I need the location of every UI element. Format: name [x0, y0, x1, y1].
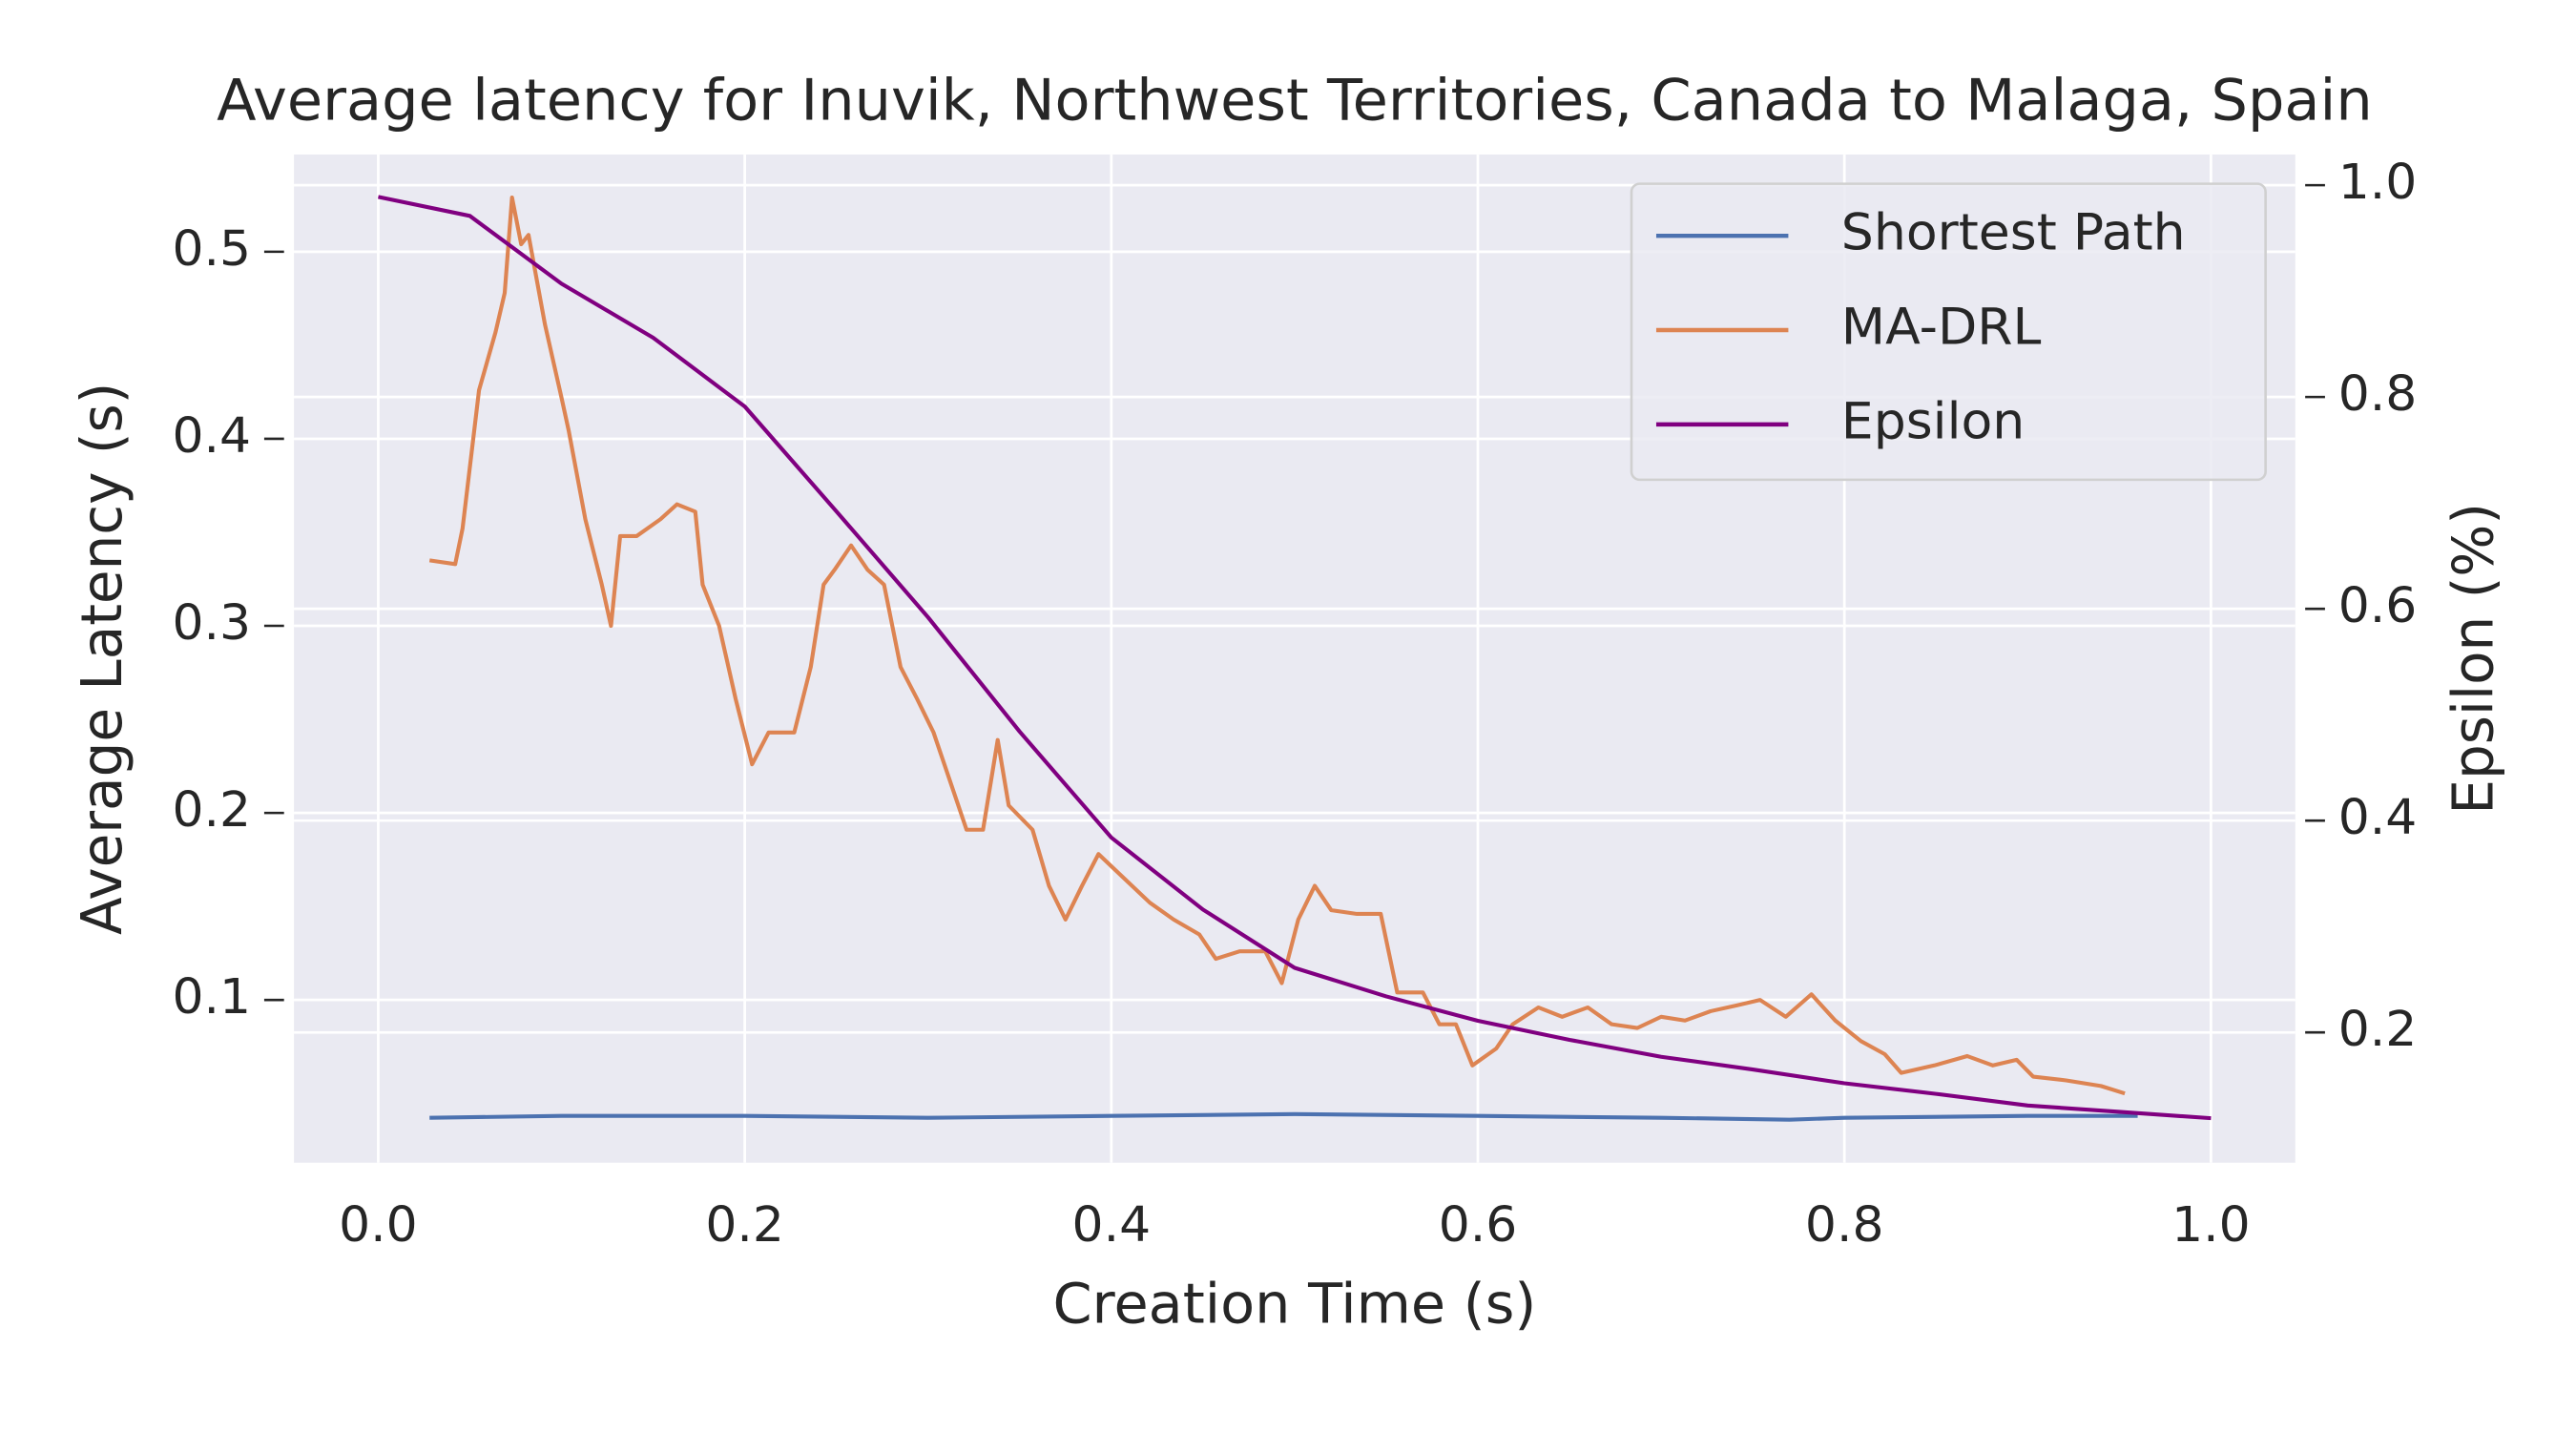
legend-label: MA-DRL — [1841, 298, 2042, 357]
y2-tick-label: 0.4 — [2338, 789, 2418, 846]
y2-axis-label: Epsilon (%) — [2441, 503, 2506, 815]
x-tick-label: 0.2 — [705, 1196, 784, 1254]
x-tick-label: 0.4 — [1072, 1196, 1152, 1254]
x-tick-label: 0.6 — [1439, 1196, 1518, 1254]
x-tick-label: 1.0 — [2171, 1196, 2251, 1254]
legend: Shortest Path MA-DRL Epsilon — [1630, 182, 2267, 482]
y-tick-label: 0.1 — [173, 968, 252, 1026]
y-tick-label: 0.2 — [173, 781, 252, 839]
legend-label: Epsilon — [1841, 392, 2025, 451]
series-line — [378, 195, 2212, 1121]
y2-tick-label: 1.0 — [2338, 154, 2418, 211]
y-tick-label: 0.3 — [173, 594, 252, 652]
series-line — [428, 195, 2126, 1096]
x-axis-label: Creation Time (s) — [1052, 1272, 1536, 1336]
y-axis-label: Average Latency (s) — [70, 383, 135, 935]
y2-tick-label: 0.6 — [2338, 577, 2418, 634]
y2-tick-label: 0.8 — [2338, 365, 2418, 423]
axes: 0.0 0.2 0.4 0.6 0.8 1.0 0.1 0.2 0.3 0.4 0.5 0.2 0.4 0… — [173, 154, 2418, 1253]
x-tick-label: 0.0 — [339, 1196, 418, 1254]
legend-box — [1630, 182, 2267, 482]
legend-label: Shortest Path — [1841, 203, 2186, 262]
y-tick-label: 0.5 — [173, 220, 252, 278]
y2-tick-label: 0.2 — [2338, 1001, 2418, 1058]
x-tick-label: 0.8 — [1805, 1196, 1884, 1254]
series-lines — [378, 195, 2212, 1122]
chart-title: Average latency for Inuvik, Northwest Te… — [217, 68, 2373, 134]
y-tick-label: 0.4 — [173, 407, 252, 465]
series-line — [429, 1111, 2138, 1122]
